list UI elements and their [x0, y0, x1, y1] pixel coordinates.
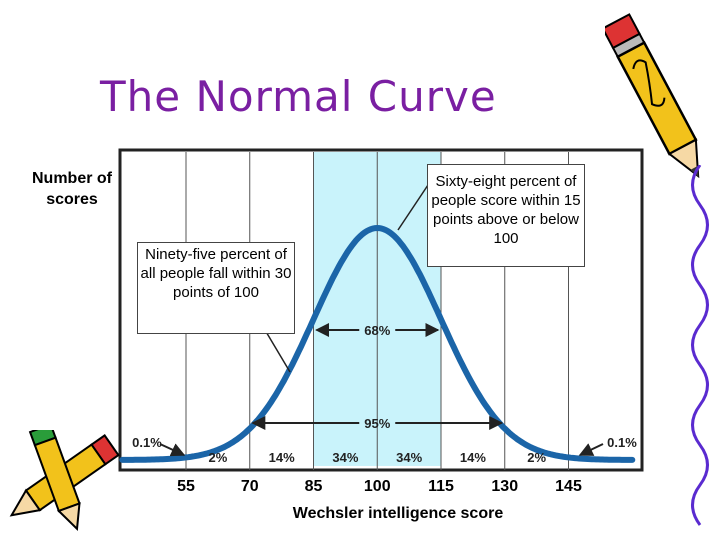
- range-label: 68%: [364, 323, 390, 338]
- callout-68-leader: [397, 184, 429, 231]
- callout-68-percent: Sixty-eight percent of people score with…: [427, 164, 585, 267]
- y-axis-label: Number of scores: [32, 170, 112, 208]
- pencils-icon-bottom-left: [9, 430, 120, 532]
- segment-percent-label: 34%: [332, 450, 358, 465]
- slide-title: The Normal Curve: [100, 72, 497, 121]
- callout-95-percent: Ninety-five percent of all people fall w…: [137, 242, 295, 334]
- segment-percent-label: 2%: [208, 450, 227, 465]
- segment-percent-label: 34%: [396, 450, 422, 465]
- segment-percent-label: 14%: [460, 450, 486, 465]
- x-axis-label: Wechsler intelligence score: [292, 505, 504, 522]
- callout-95-leader: [264, 329, 291, 373]
- x-tick-label: 100: [363, 478, 391, 495]
- x-tick-label: 115: [428, 478, 454, 495]
- normal-curve-line: [119, 224, 636, 463]
- squiggle-decoration: [691, 165, 709, 526]
- tail-arrow-left: [159, 443, 186, 457]
- segment-percent-label: 0.1%: [132, 435, 162, 450]
- segment-percent-label: 14%: [269, 450, 295, 465]
- x-tick-label: 130: [491, 478, 519, 495]
- tail-arrow-right: [578, 443, 604, 456]
- segment-percent-label: 2%: [527, 450, 546, 465]
- x-tick-label: 145: [555, 478, 582, 495]
- x-tick-label: 55: [177, 478, 195, 495]
- segment-percent-label: 0.1%: [607, 435, 637, 450]
- range-label: 95%: [364, 416, 390, 431]
- pencil-icon-top-right: [605, 13, 700, 179]
- x-tick-label: 85: [304, 478, 323, 495]
- x-tick-label: 70: [240, 478, 259, 495]
